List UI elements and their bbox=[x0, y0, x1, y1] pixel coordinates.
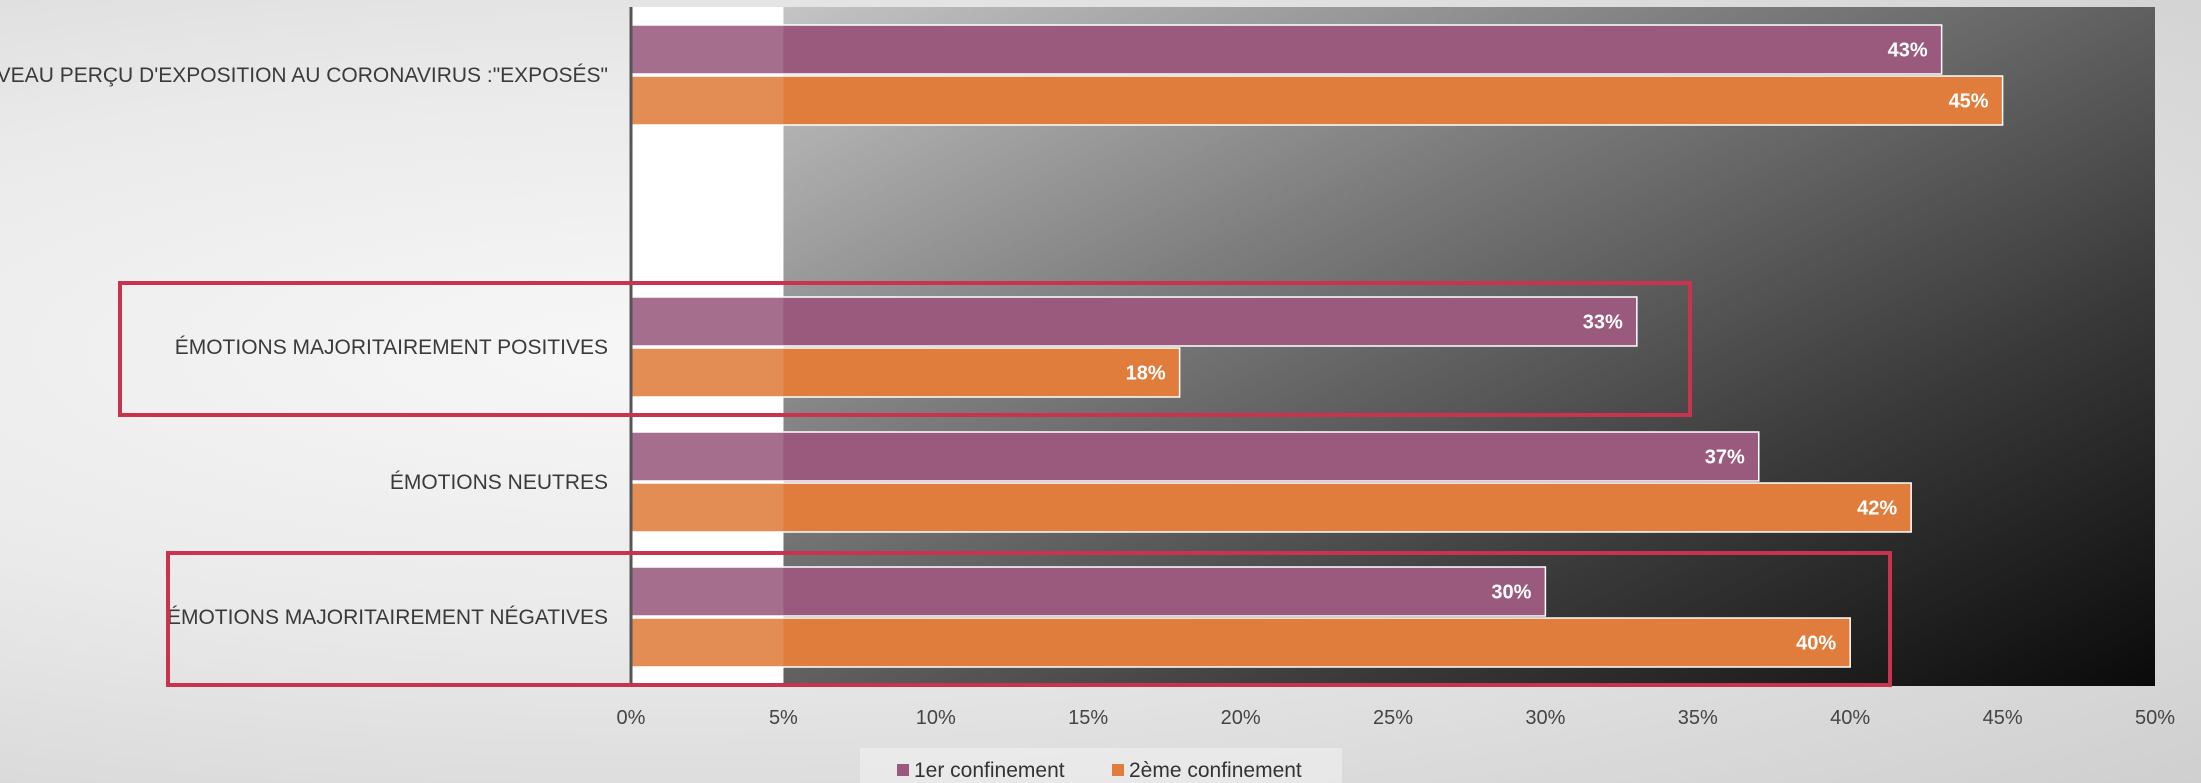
data-label-s1-c3: 33% bbox=[1583, 312, 1623, 334]
legend-swatch-1 bbox=[897, 764, 909, 776]
bar-shine-s1-c4 bbox=[631, 432, 784, 481]
data-label-s2-c4: 42% bbox=[1857, 498, 1897, 520]
x-tick-label-1: 0% bbox=[617, 707, 646, 729]
legend-label-2: 2ème confinement bbox=[1129, 759, 1302, 782]
category-labels-group: NIVEAU PERÇU D'EXPOSITION AU CORONAVIRUS… bbox=[0, 64, 608, 629]
x-tick-label-5: 20% bbox=[1221, 707, 1261, 729]
x-tick-labels-group: 0% 5% 10% 15% 20% 25% 30% 35% 40% 45% 50% bbox=[617, 707, 2176, 729]
bar-shine-s1-c3 bbox=[631, 297, 784, 346]
data-label-s1-c5: 30% bbox=[1491, 582, 1531, 604]
bar-s1-c4 bbox=[630, 431, 1760, 482]
highlight-boxes-group bbox=[118, 281, 1892, 687]
bar-shine-s1-c1 bbox=[631, 25, 784, 74]
bars-group: 43% 33% 37% 30% 45% 18% 42% 40% bbox=[630, 24, 2004, 668]
bar-shine-s2-c1 bbox=[631, 76, 784, 125]
x-tick-label-9: 40% bbox=[1830, 707, 1870, 729]
bar-shine-s2-c5 bbox=[631, 618, 784, 667]
data-label-s1-c1: 43% bbox=[1888, 40, 1928, 62]
x-tick-label-3: 10% bbox=[916, 707, 956, 729]
bar-s2-c5 bbox=[630, 617, 1851, 668]
x-tick-label-10: 45% bbox=[1983, 707, 2023, 729]
bar-s1-c5 bbox=[630, 566, 1547, 617]
bar-shine-s1-c5 bbox=[631, 567, 784, 616]
highlight-box-5 bbox=[166, 551, 1892, 687]
category-label-1: NIVEAU PERÇU D'EXPOSITION AU CORONAVIRUS… bbox=[0, 64, 608, 87]
x-tick-label-8: 35% bbox=[1678, 707, 1718, 729]
legend-swatch-2 bbox=[1112, 764, 1124, 776]
bar-shine-s2-c3 bbox=[631, 348, 784, 397]
legend: 1er confinement 2ème confinement bbox=[860, 748, 1342, 783]
category-label-3: ÉMOTIONS MAJORITAIREMENT POSITIVES bbox=[175, 336, 608, 359]
category-label-5: ÉMOTIONS MAJORITAIREMENT NÉGATIVES bbox=[167, 606, 608, 629]
data-label-s2-c5: 40% bbox=[1796, 633, 1836, 655]
bar-s2-c3 bbox=[630, 347, 1181, 398]
legend-background bbox=[860, 748, 1342, 783]
data-label-s2-c3: 18% bbox=[1126, 363, 1166, 385]
data-label-s1-c4: 37% bbox=[1705, 447, 1745, 469]
legend-label-1: 1er confinement bbox=[914, 759, 1065, 782]
bar-s2-c4 bbox=[630, 482, 1912, 533]
x-tick-label-2: 5% bbox=[769, 707, 798, 729]
bar-s1-c1 bbox=[630, 24, 1943, 75]
highlight-box-3 bbox=[118, 281, 1692, 417]
category-label-4: ÉMOTIONS NEUTRES bbox=[390, 471, 608, 494]
x-tick-label-7: 30% bbox=[1525, 707, 1565, 729]
x-tick-label-6: 25% bbox=[1373, 707, 1413, 729]
data-label-s2-c1: 45% bbox=[1949, 91, 1989, 113]
x-tick-label-11: 50% bbox=[2135, 707, 2175, 729]
bar-shine-s2-c4 bbox=[631, 483, 784, 532]
x-tick-label-4: 15% bbox=[1068, 707, 1108, 729]
bar-s2-c1 bbox=[630, 75, 2004, 126]
